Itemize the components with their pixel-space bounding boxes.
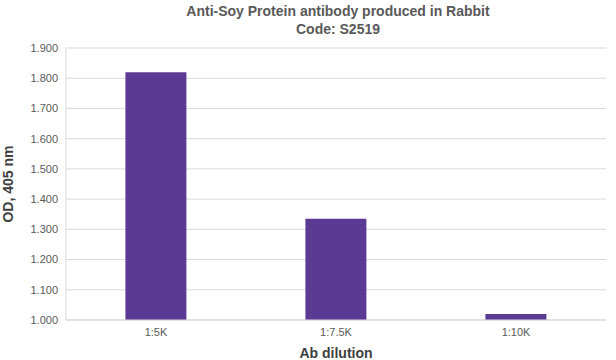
svg-text:1:7.5K: 1:7.5K (320, 326, 352, 338)
svg-text:1.700: 1.700 (30, 102, 58, 114)
svg-text:1.200: 1.200 (30, 253, 58, 265)
svg-text:1.600: 1.600 (30, 133, 58, 145)
svg-text:Ab dilution: Ab dilution (299, 345, 372, 360)
svg-text:1.000: 1.000 (30, 314, 58, 326)
html-text:Code: S2519: Code: S2519 (296, 21, 380, 37)
svg-text:1.900: 1.900 (30, 42, 58, 54)
svg-text:1.300: 1.300 (30, 223, 58, 235)
svg-text:OD, 405 nm: OD, 405 nm (8, 145, 16, 222)
svg-text:1.500: 1.500 (30, 163, 58, 175)
svg-text:1.800: 1.800 (30, 72, 58, 84)
svg-text:1.100: 1.100 (30, 284, 58, 296)
html-text:Anti-Soy Protein antibody prod: Anti-Soy Protein antibody produced in Ra… (186, 3, 490, 19)
svg-text:1.400: 1.400 (30, 193, 58, 205)
svg-text:1:10K: 1:10K (502, 326, 531, 338)
svg-text:1:5K: 1:5K (145, 326, 168, 338)
